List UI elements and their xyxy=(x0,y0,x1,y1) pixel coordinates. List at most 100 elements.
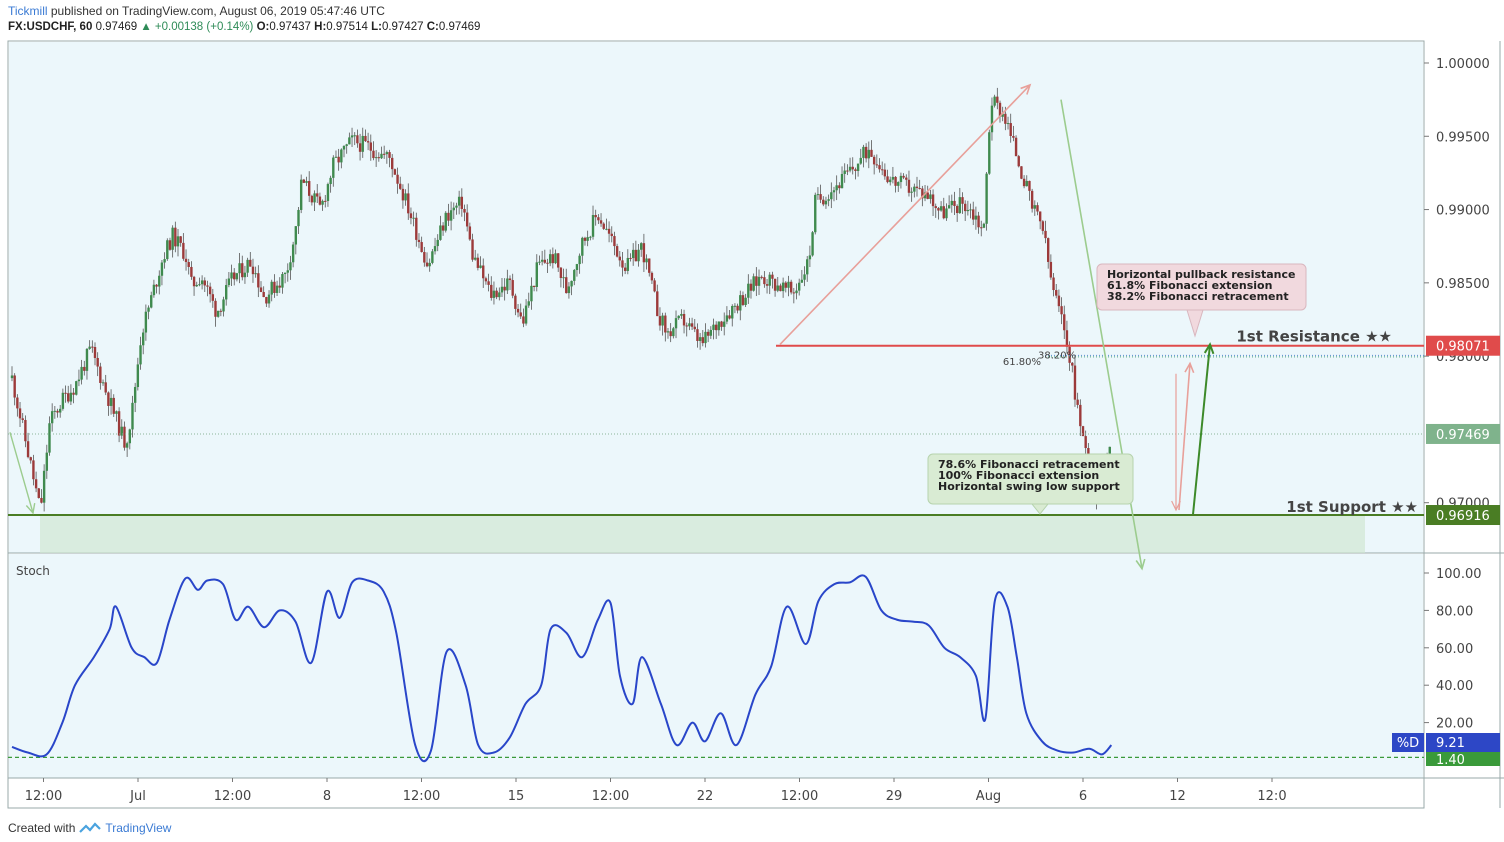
candle-down xyxy=(37,488,40,498)
candle-up xyxy=(69,392,73,402)
candle-down xyxy=(618,256,621,261)
price-tick-label: 0.99500 xyxy=(1436,130,1490,145)
candle-down xyxy=(441,225,445,231)
candle-down xyxy=(482,265,485,279)
candle-down xyxy=(613,236,616,247)
candle-down xyxy=(382,153,386,155)
candle-down xyxy=(208,286,212,295)
candle-down xyxy=(26,441,30,458)
candle-up xyxy=(744,297,747,305)
candle-down xyxy=(1055,290,1058,296)
candle-down xyxy=(302,179,306,183)
candle-up xyxy=(222,299,225,312)
candle-down xyxy=(32,460,35,480)
candle-down xyxy=(623,267,627,271)
candle-down xyxy=(921,188,924,199)
candle-up xyxy=(455,205,458,208)
candle-down xyxy=(24,419,27,442)
resistance-annotation-line: 61.8% Fibonacci extension xyxy=(1107,279,1272,292)
author-link[interactable]: Tickmill xyxy=(8,4,48,18)
candle-up xyxy=(345,144,348,146)
stoch-d-line xyxy=(11,574,1113,763)
candle-up xyxy=(527,301,530,306)
support-zone xyxy=(40,515,1365,553)
candle-down xyxy=(736,305,739,311)
candle-down xyxy=(471,239,474,260)
time-tick-label: 8 xyxy=(323,789,331,804)
candle-down xyxy=(728,315,731,319)
time-tick-label: 22 xyxy=(697,789,714,804)
symbol-label[interactable]: FX:USDCHF, 60 xyxy=(8,21,93,33)
candle-up xyxy=(910,191,913,193)
candle-down xyxy=(420,242,423,253)
stoch-tick-label: 60.00 xyxy=(1436,642,1473,657)
candle-up xyxy=(506,278,509,291)
candle-up xyxy=(58,408,62,413)
candle-up xyxy=(947,205,951,209)
candle-down xyxy=(915,186,919,189)
time-tick-label: 12:00 xyxy=(25,789,62,804)
candle-up xyxy=(768,274,771,286)
candle-down xyxy=(789,281,793,293)
candle-up xyxy=(698,337,702,341)
candle-down xyxy=(262,291,265,298)
candle-down xyxy=(1084,436,1087,449)
candle-up xyxy=(575,264,579,271)
candle-down xyxy=(476,257,480,268)
candle-up xyxy=(166,240,169,260)
candle-up xyxy=(128,429,132,444)
candle-up xyxy=(929,194,932,199)
candle-down xyxy=(902,175,905,178)
candle-down xyxy=(1049,261,1053,278)
candle-up xyxy=(101,382,105,384)
candle-up xyxy=(53,410,57,412)
tradingview-link[interactable]: TradingView xyxy=(105,821,172,835)
candle-up xyxy=(342,145,346,150)
candle-down xyxy=(393,169,397,175)
publish-header: Tickmill published on TradingView.com, A… xyxy=(8,4,385,18)
candle-down xyxy=(1004,113,1007,124)
candle-down xyxy=(511,280,514,296)
candle-up xyxy=(115,411,118,414)
candle-up xyxy=(147,307,150,312)
pullback-arrow-red xyxy=(1178,363,1191,511)
candle-down xyxy=(1012,135,1015,138)
fib-extension-arrow-up xyxy=(779,84,1031,345)
candle-up xyxy=(139,345,142,365)
stoch-tick-label: 100.00 xyxy=(1436,567,1482,582)
pullback-arrow-down-head xyxy=(1171,500,1181,512)
candle-up xyxy=(827,199,830,201)
candle-up xyxy=(141,332,145,346)
candle-up xyxy=(950,200,954,206)
candle-down xyxy=(104,382,107,393)
candle-up xyxy=(171,227,174,250)
candle-up xyxy=(591,215,595,237)
candle-down xyxy=(998,102,1002,117)
candle-down xyxy=(779,285,782,292)
candle-up xyxy=(474,257,477,260)
candle-down xyxy=(961,197,964,204)
candle-up xyxy=(605,228,608,230)
close-label: C: xyxy=(426,21,439,33)
candle-down xyxy=(714,324,718,331)
candle-up xyxy=(150,295,153,308)
candle-down xyxy=(1081,426,1085,437)
candle-down xyxy=(557,253,560,268)
time-tick-label: Aug xyxy=(976,789,1001,804)
current-price-tag-bg xyxy=(1426,423,1500,444)
candle-up xyxy=(313,193,316,203)
candle-down xyxy=(934,206,937,209)
candle-up xyxy=(380,153,383,159)
open-value: 0.97437 xyxy=(269,21,311,33)
candle-up xyxy=(283,272,287,275)
candle-up xyxy=(787,281,790,288)
stoch-d-legend-bg xyxy=(1392,733,1424,752)
candle-up xyxy=(340,149,343,163)
candle-down xyxy=(278,285,281,288)
candle-up xyxy=(353,135,356,137)
candle-up xyxy=(806,259,809,275)
candle-up xyxy=(889,179,892,183)
candle-down xyxy=(696,329,699,341)
